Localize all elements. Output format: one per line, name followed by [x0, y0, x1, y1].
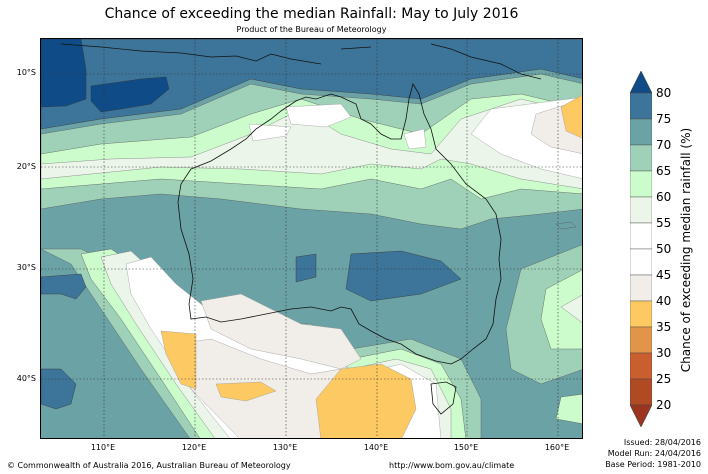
- graticule: [41, 39, 582, 438]
- colorbar-band: [630, 92, 652, 120]
- colorbar-tick-label: 25: [656, 372, 672, 386]
- colorbar-tick-label: 20: [656, 398, 672, 412]
- contour-band-60-65: [555, 394, 582, 424]
- contour-band-55-60: [560, 294, 582, 323]
- contour-band-75-80: [41, 39, 582, 130]
- lon-label: 120°E: [181, 443, 207, 452]
- lon-label: 160°E: [544, 443, 570, 452]
- colorbar-tick-label: 65: [656, 164, 672, 178]
- map-svg: [41, 39, 582, 438]
- lon-label: 150°E: [453, 443, 479, 452]
- indonesia-png-coastline: [60, 43, 542, 80]
- colorbar-tick-label: 40: [656, 294, 672, 308]
- chart-subtitle: Product of the Bureau of Meteorology: [236, 25, 387, 34]
- colorbar-tick-label: 30: [656, 346, 672, 360]
- contour-band-70-75: [555, 221, 577, 230]
- colorbar-tick-label: 75: [656, 112, 672, 126]
- contour-band-35-40: [160, 330, 197, 390]
- contour-band-40-45: [200, 293, 362, 370]
- colorbar-band: [630, 222, 652, 250]
- colorbar-extend-min: [630, 404, 652, 427]
- rainfall-outlook-map: [40, 38, 583, 439]
- contour-band-50-55: [285, 103, 352, 128]
- lat-label: 40°S: [16, 374, 36, 383]
- lat-label: 10°S: [16, 68, 36, 77]
- colorbar-band: [630, 378, 652, 406]
- contour-band-50-55: [248, 123, 292, 142]
- australia-coastline: [177, 82, 502, 365]
- contour-band-75-80: [41, 368, 77, 410]
- contour-band-35-40: [315, 363, 417, 438]
- model-run-date: Model Run: 24/04/2016: [607, 449, 701, 458]
- contour-band-35-40: [560, 94, 582, 139]
- contour-band-75-80: [41, 273, 87, 300]
- contour-band-above-80: [41, 39, 87, 108]
- colorbar-extend-max: [630, 71, 652, 94]
- contour-band-75-80: [345, 250, 462, 302]
- lon-label: 110°E: [90, 443, 116, 452]
- issue-info: Issued: 28/04/2016 Model Run: 24/04/2016…: [605, 437, 701, 470]
- colorbar-tick-label: 70: [656, 138, 672, 152]
- contour-band-55-60: [41, 98, 582, 189]
- contour-band-50-55: [403, 128, 427, 150]
- colorbar-tick-label: 50: [656, 242, 672, 256]
- colorbar-band: [630, 274, 652, 302]
- colorbar-tick-label: 45: [656, 268, 672, 282]
- tasmania-coastline: [430, 381, 457, 415]
- colorbar-band: [630, 352, 652, 380]
- contour-band-35-40: [215, 381, 277, 402]
- lon-label: 140°E: [363, 443, 389, 452]
- contour-band-60-65: [540, 269, 582, 350]
- colorbar-band: [630, 300, 652, 328]
- colorbar: [630, 71, 652, 427]
- contour-band-75-80: [295, 253, 317, 283]
- lat-label: 20°S: [16, 162, 36, 171]
- lat-label: 30°S: [16, 263, 36, 272]
- colorbar-band: [630, 248, 652, 276]
- lon-label: 130°E: [272, 443, 298, 452]
- base-period: Base Period: 1981-2010: [605, 460, 701, 469]
- colorbar-band: [630, 170, 652, 198]
- chart-title: Chance of exceeding the median Rainfall:…: [104, 6, 519, 22]
- copyright-text: © Commonwealth of Australia 2016, Austra…: [7, 461, 291, 470]
- issued-date: Issued: 28/04/2016: [623, 438, 701, 447]
- colorbar-tick-label: 35: [656, 320, 672, 334]
- colorbar-tick-label: 80: [656, 86, 672, 100]
- colorbar-label: Chance of exceeding median rainfall (%): [679, 127, 693, 373]
- colorbar-band: [630, 196, 652, 224]
- colorbar-band: [630, 144, 652, 172]
- contour-band-above-80: [90, 76, 170, 113]
- source-url[interactable]: http://www.bom.gov.au/climate: [389, 461, 515, 470]
- colorbar-tick-label: 55: [656, 216, 672, 230]
- colorbar-band: [630, 326, 652, 354]
- colorbar-band: [630, 118, 652, 146]
- colorbar-tick-label: 60: [656, 190, 672, 204]
